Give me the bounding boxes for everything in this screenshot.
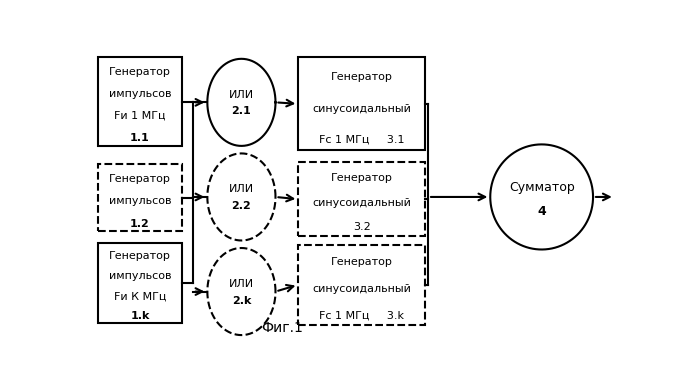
Text: синусоидальный: синусоидальный bbox=[312, 198, 411, 208]
Text: 1.1: 1.1 bbox=[130, 133, 150, 143]
Text: синусоидальный: синусоидальный bbox=[312, 103, 411, 113]
Text: 4: 4 bbox=[537, 206, 546, 218]
Bar bbox=[98, 243, 182, 323]
Bar bbox=[98, 164, 182, 232]
Text: 1.k: 1.k bbox=[131, 311, 149, 321]
Text: Генератор: Генератор bbox=[109, 67, 171, 77]
Text: Генератор: Генератор bbox=[109, 252, 171, 261]
Bar bbox=[298, 245, 425, 324]
Text: Fи 1 МГц: Fи 1 МГц bbox=[114, 111, 165, 121]
Text: ИЛИ: ИЛИ bbox=[229, 90, 254, 100]
Text: Генератор: Генератор bbox=[109, 174, 171, 184]
Text: Fи К МГц: Fи К МГц bbox=[114, 291, 166, 301]
Text: 2.k: 2.k bbox=[232, 296, 251, 305]
Polygon shape bbox=[207, 153, 276, 241]
Text: импульсов: импульсов bbox=[109, 271, 171, 281]
Polygon shape bbox=[207, 248, 276, 335]
Bar bbox=[98, 57, 182, 146]
Text: 2.1: 2.1 bbox=[232, 106, 251, 116]
Text: 3.2: 3.2 bbox=[353, 222, 371, 232]
Text: синусоидальный: синусоидальный bbox=[312, 284, 411, 294]
Bar bbox=[298, 162, 425, 236]
Text: Генератор: Генератор bbox=[331, 257, 393, 267]
Text: Генератор: Генератор bbox=[331, 73, 393, 82]
Text: импульсов: импульсов bbox=[109, 89, 171, 99]
Text: Fс 1 МГц     3.k: Fс 1 МГц 3.k bbox=[319, 310, 404, 320]
Polygon shape bbox=[207, 59, 276, 146]
Polygon shape bbox=[490, 144, 593, 250]
Text: Сумматор: Сумматор bbox=[509, 181, 574, 195]
Text: Fс 1 МГц     3.1: Fс 1 МГц 3.1 bbox=[319, 135, 405, 145]
Text: 1.2: 1.2 bbox=[130, 219, 150, 229]
Text: Фиг.1: Фиг.1 bbox=[261, 321, 303, 335]
Text: импульсов: импульсов bbox=[109, 196, 171, 206]
Text: ИЛИ: ИЛИ bbox=[229, 279, 254, 289]
Text: Генератор: Генератор bbox=[331, 174, 393, 183]
Text: 2.2: 2.2 bbox=[232, 201, 251, 211]
Bar bbox=[298, 57, 425, 151]
Text: ИЛИ: ИЛИ bbox=[229, 184, 254, 195]
